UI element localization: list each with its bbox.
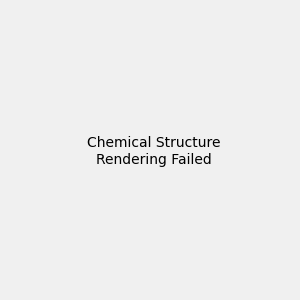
Text: Chemical Structure
Rendering Failed: Chemical Structure Rendering Failed xyxy=(87,136,220,166)
